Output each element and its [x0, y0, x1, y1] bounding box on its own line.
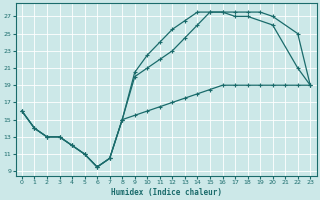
X-axis label: Humidex (Indice chaleur): Humidex (Indice chaleur)	[111, 188, 221, 197]
